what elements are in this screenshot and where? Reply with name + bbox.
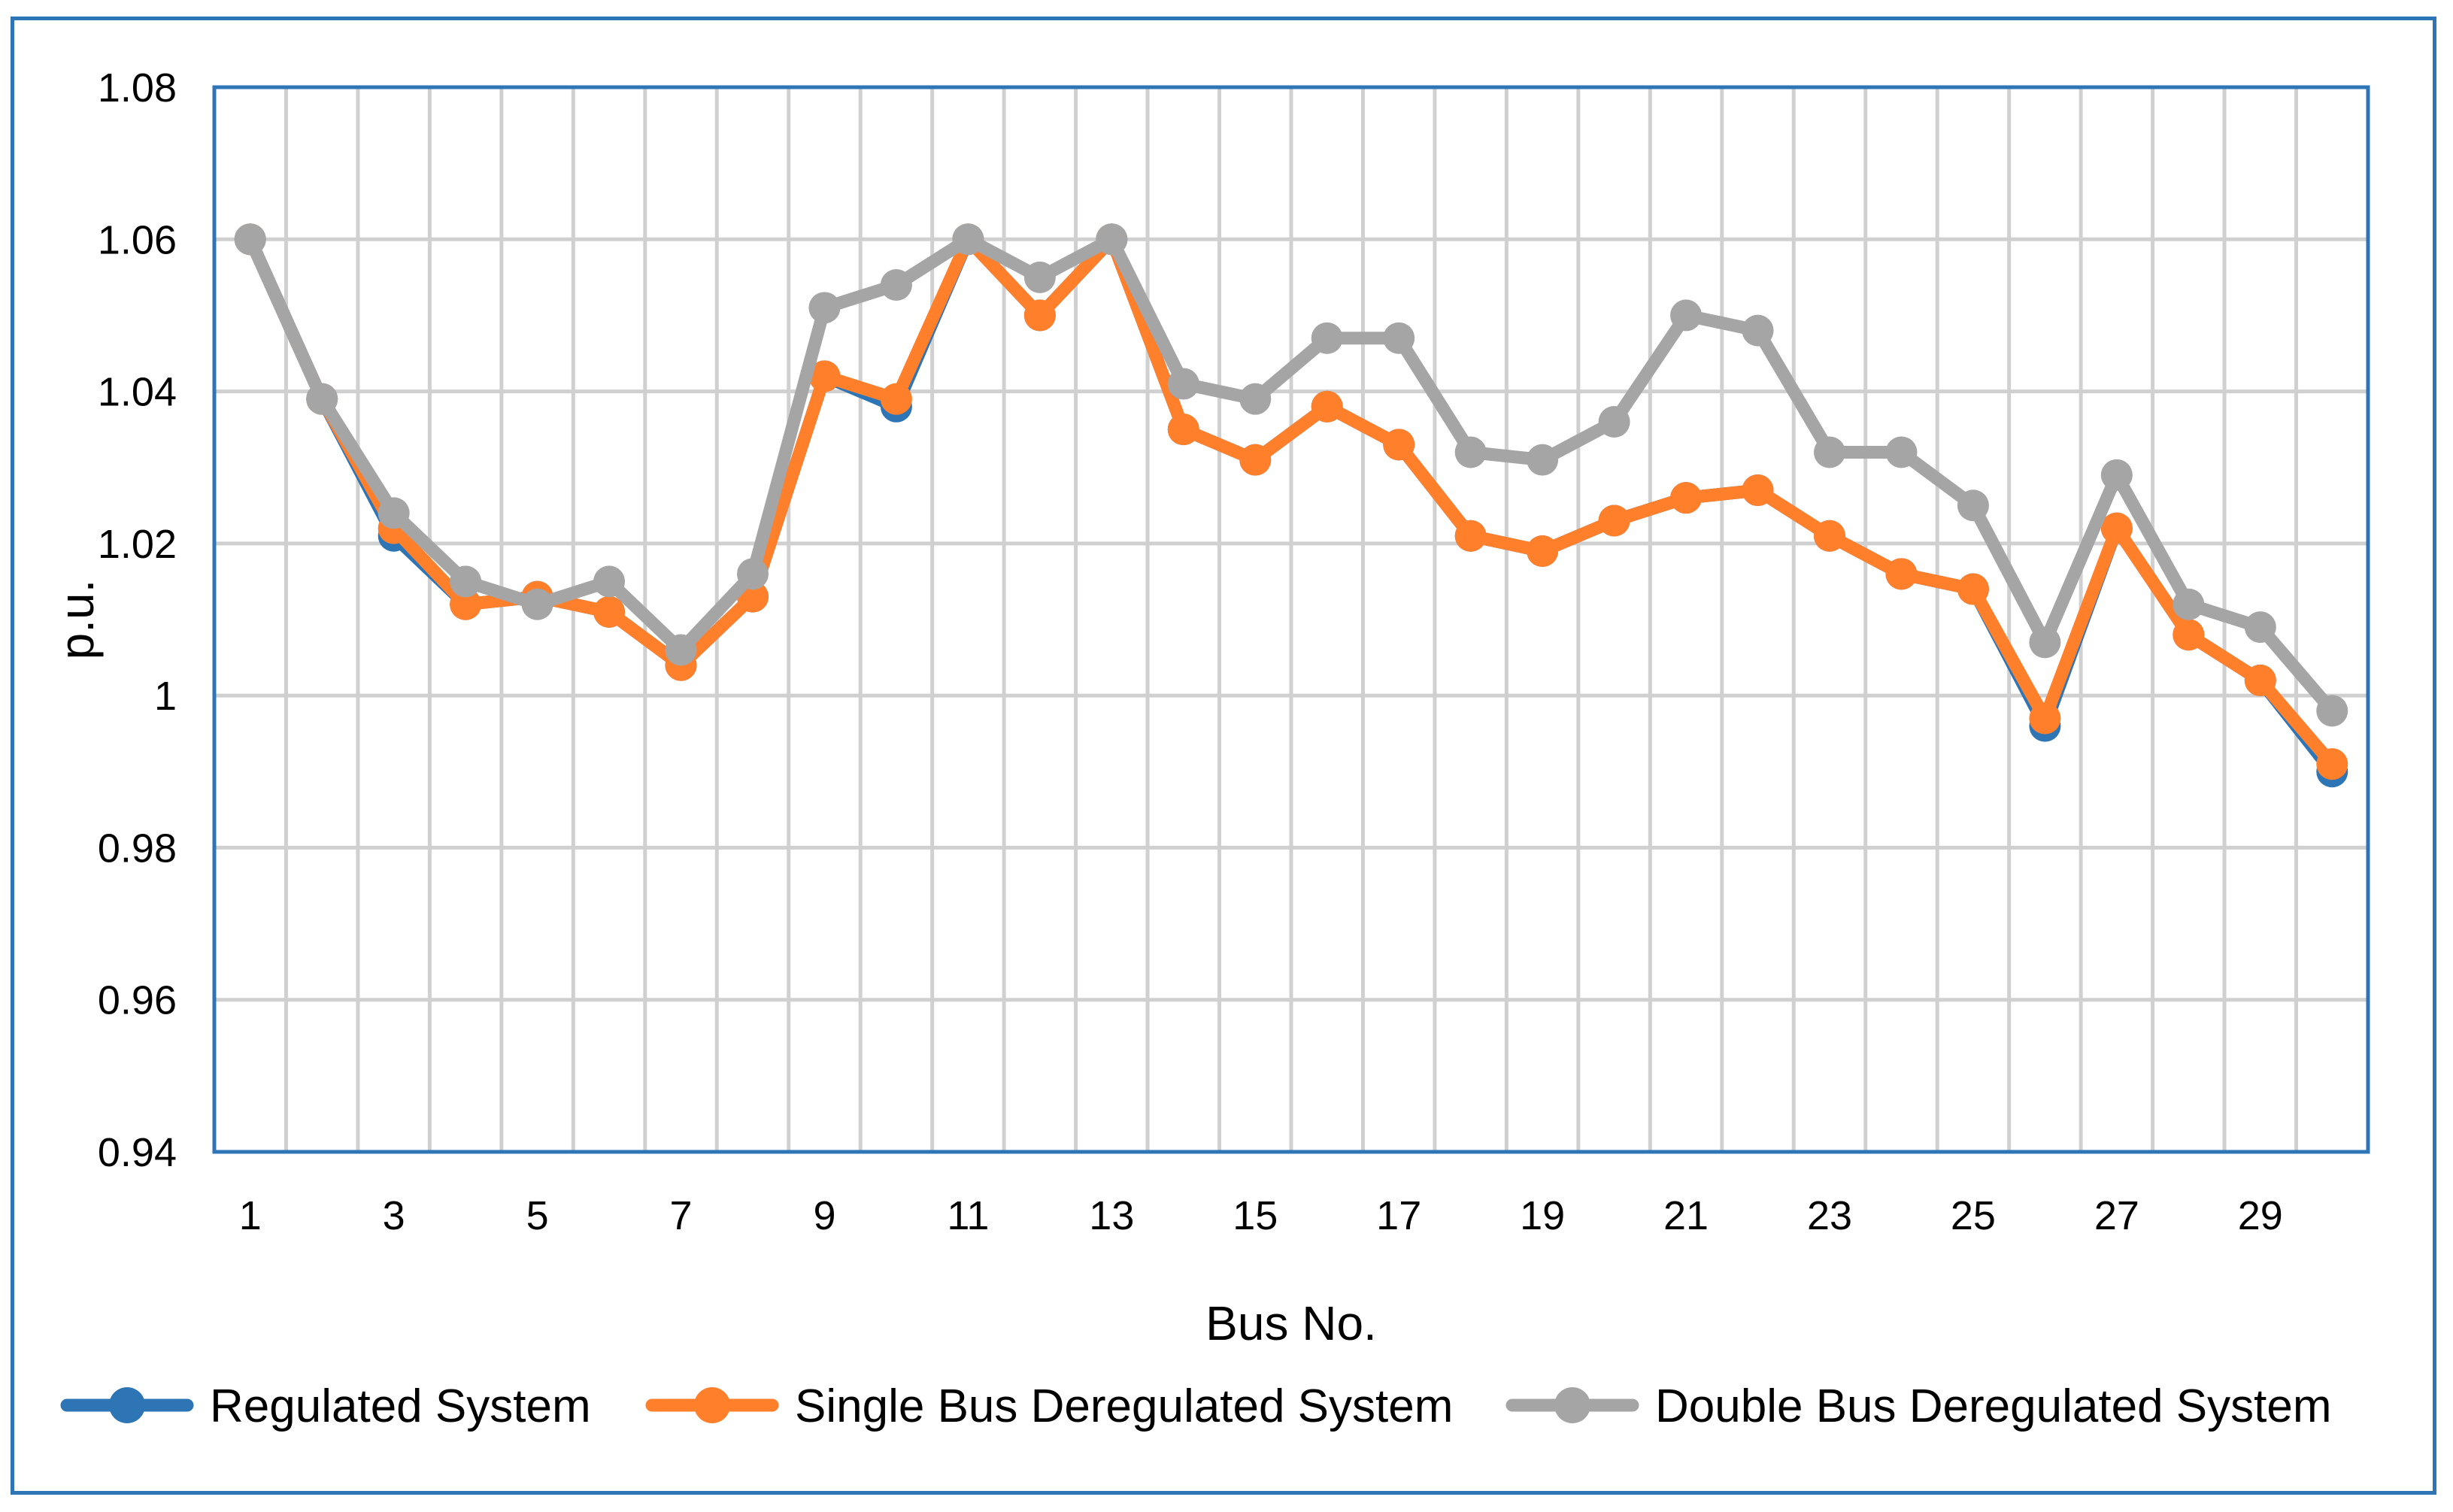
legend-dot-marker xyxy=(694,1387,730,1423)
data-point xyxy=(593,565,626,598)
series-double-bus-deregulated-system xyxy=(234,223,2348,727)
x-tick-label: 1 xyxy=(239,1193,262,1238)
data-point xyxy=(1023,261,1056,293)
data-point xyxy=(737,558,769,590)
data-point xyxy=(808,360,841,392)
data-point xyxy=(1383,429,1415,461)
legend-item: Double Bus Deregulated System xyxy=(1505,1380,2331,1432)
x-tick-label: 19 xyxy=(1520,1193,1565,1238)
data-point xyxy=(450,588,482,620)
x-tick-label: 17 xyxy=(1376,1193,1421,1238)
series xyxy=(234,223,2348,788)
y-tick-label: 1 xyxy=(154,674,177,719)
y-tick-label: 0.98 xyxy=(98,826,177,871)
data-point xyxy=(2173,588,2205,620)
data-point xyxy=(2316,748,2348,780)
data-point xyxy=(1885,558,1918,590)
x-tick-label: 27 xyxy=(2094,1193,2139,1238)
data-point xyxy=(880,383,912,415)
data-point xyxy=(1814,520,1845,552)
x-tick-label: 21 xyxy=(1663,1193,1709,1238)
legend-label: Regulated System xyxy=(210,1380,591,1432)
legend-dot-marker xyxy=(1554,1387,1590,1423)
y-tick-label: 1.04 xyxy=(98,370,177,415)
data-point xyxy=(1454,436,1487,468)
data-point xyxy=(1598,505,1630,537)
x-tick-label: 5 xyxy=(526,1193,549,1238)
y-axis-ticks: 0.94 0.96 0.98 1 1.02 1.04 1.06 1.08 xyxy=(98,65,177,1175)
x-tick-label: 25 xyxy=(1951,1193,1996,1238)
x-tick-label: 13 xyxy=(1089,1193,1134,1238)
chart-frame: 0.94 0.96 0.98 1 1.02 1.04 1.06 1.08 1 3 5 7 9 11 13 1… xyxy=(11,17,2436,1495)
data-point xyxy=(2100,459,2133,491)
data-point xyxy=(2316,695,2348,727)
data-point xyxy=(1527,535,1559,567)
data-point xyxy=(952,223,984,256)
legend-dot-marker xyxy=(109,1387,145,1423)
data-point xyxy=(306,383,338,415)
y-tick-label: 0.94 xyxy=(98,1130,177,1175)
data-point xyxy=(1598,406,1630,438)
data-point xyxy=(1239,444,1272,476)
y-tick-label: 0.96 xyxy=(98,978,177,1023)
data-point xyxy=(1096,223,1128,256)
x-tick-label: 29 xyxy=(2238,1193,2283,1238)
x-tick-label: 9 xyxy=(813,1193,835,1238)
data-point xyxy=(2173,619,2205,651)
data-point xyxy=(2100,512,2133,544)
data-point xyxy=(2029,626,2061,659)
data-point xyxy=(1167,368,1199,400)
data-point xyxy=(521,588,553,620)
x-axis-ticks: 1 3 5 7 9 11 13 15 17 19 21 23 25 27 29 xyxy=(239,1193,2283,1238)
data-point xyxy=(1311,322,1343,354)
legend-label: Single Bus Deregulated System xyxy=(795,1380,1453,1432)
x-tick-label: 7 xyxy=(670,1193,693,1238)
data-point xyxy=(880,268,912,301)
data-point xyxy=(665,634,697,666)
data-point xyxy=(2244,611,2276,644)
data-point xyxy=(234,223,266,256)
x-axis-title: Bus No. xyxy=(1205,1296,1377,1350)
y-tick-label: 1.08 xyxy=(98,65,177,111)
series-single-bus-deregulated-system xyxy=(234,223,2348,780)
data-point xyxy=(1670,299,1703,332)
data-point xyxy=(808,292,841,324)
data-point xyxy=(1742,314,1774,347)
data-point xyxy=(2244,664,2276,696)
data-point xyxy=(1454,520,1487,552)
data-point xyxy=(1957,489,1989,522)
legend-item: Regulated System xyxy=(60,1380,591,1432)
y-tick-label: 1.06 xyxy=(98,217,177,262)
y-axis-title: p.u. xyxy=(50,580,104,660)
data-point xyxy=(1167,414,1199,446)
legend-item: Single Bus Deregulated System xyxy=(645,1380,1453,1432)
data-point xyxy=(1383,322,1415,354)
data-point xyxy=(593,595,626,628)
data-point xyxy=(378,497,410,529)
data-point xyxy=(1670,482,1703,514)
data-point xyxy=(1527,444,1559,476)
data-point xyxy=(2029,702,2061,735)
x-tick-label: 11 xyxy=(947,1193,989,1238)
data-point xyxy=(1742,474,1774,507)
x-tick-label: 3 xyxy=(383,1193,405,1238)
data-point xyxy=(1311,390,1343,423)
data-point xyxy=(1239,383,1272,415)
plot-area-border xyxy=(212,85,2370,1154)
data-point xyxy=(1885,436,1918,468)
data-point xyxy=(1957,573,1989,605)
data-point xyxy=(1814,436,1845,468)
legend-label: Double Bus Deregulated System xyxy=(1655,1380,2331,1432)
x-tick-label: 23 xyxy=(1807,1193,1852,1238)
legend: Regulated System Single Bus Deregulated S… xyxy=(60,1380,2331,1432)
data-point xyxy=(450,565,482,598)
data-point xyxy=(1023,299,1056,332)
y-tick-label: 1.02 xyxy=(98,522,177,567)
x-tick-label: 15 xyxy=(1233,1193,1278,1238)
